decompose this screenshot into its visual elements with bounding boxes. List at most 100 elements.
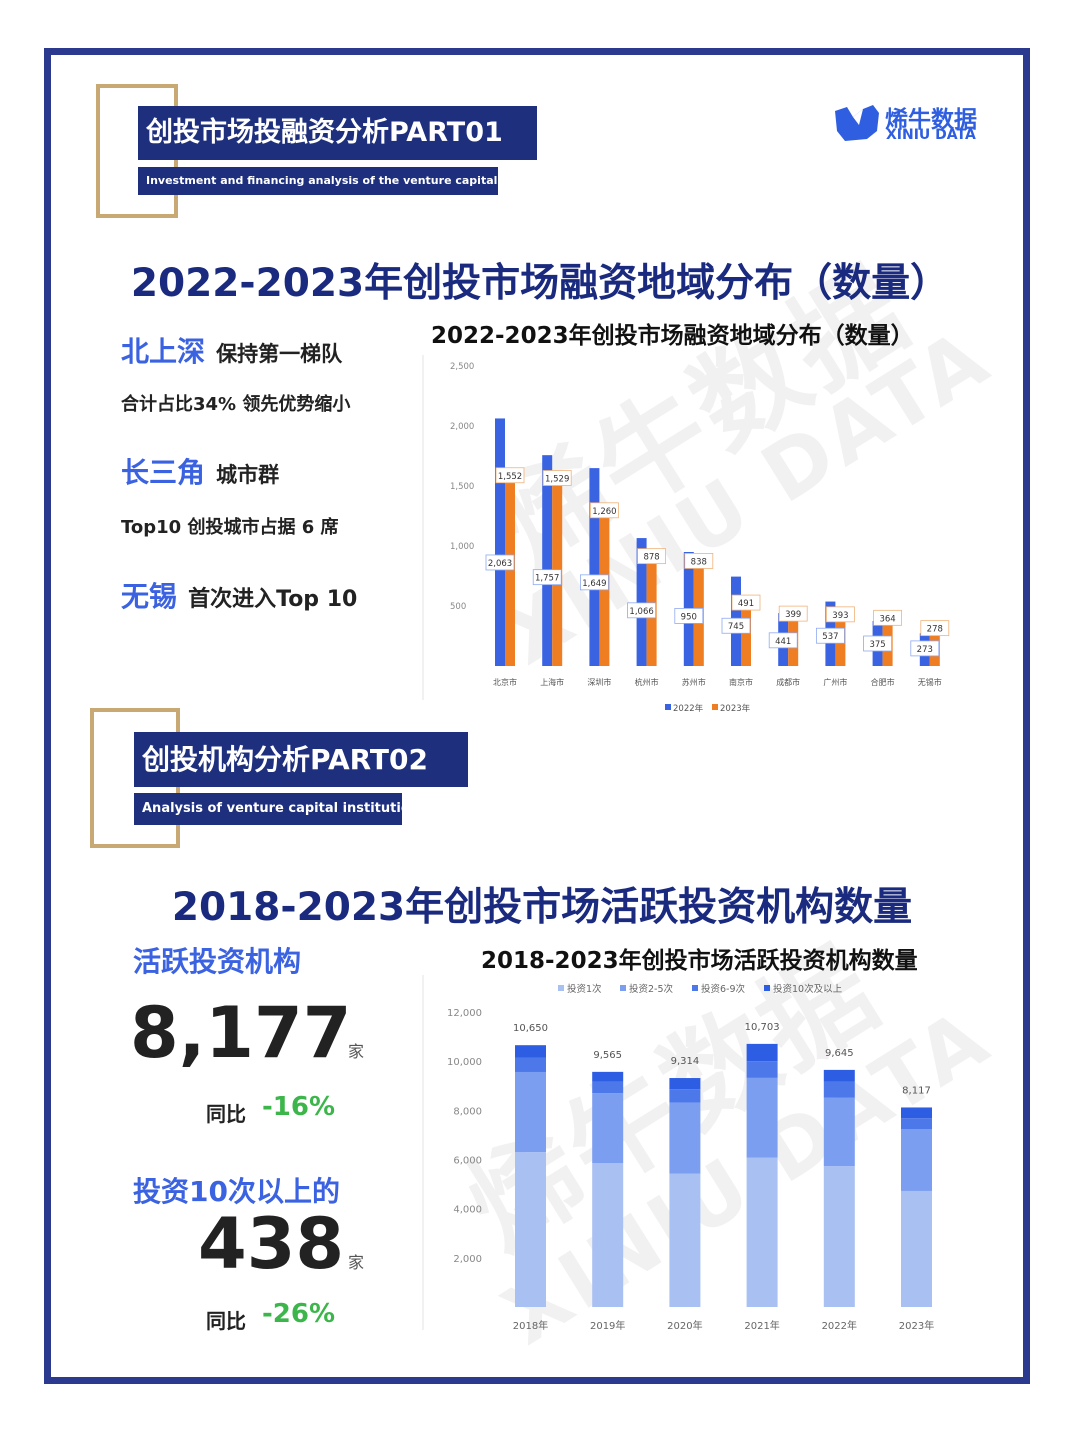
chart1-bar-2022 <box>542 455 553 666</box>
chart1-data-label-2023: 393 <box>832 611 848 621</box>
chart1-data-label-2022: 375 <box>869 640 885 650</box>
stat-active-value: 8,177 <box>130 992 352 1074</box>
chart1-data-label-2022: 1,066 <box>629 607 653 617</box>
chart1-category-label: 广州市 <box>823 677 847 687</box>
chart2-category-label: 2018年 <box>513 1319 548 1332</box>
chart2-bar-segment <box>669 1089 701 1103</box>
chart1-ytick-label: 1,000 <box>450 542 474 552</box>
chart2-bar-segment <box>515 1057 546 1072</box>
chart2-total-label: 8,117 <box>902 1085 931 1096</box>
chart2-ytick-label: 8,000 <box>453 1106 482 1117</box>
chart1-data-label-2023: 491 <box>738 599 754 609</box>
part1-section-title: 2022-2023年创投市场融资地域分布（数量） <box>130 261 950 306</box>
chart2-legend-swatch <box>764 985 770 991</box>
chart1-data-label-2023: 1,260 <box>592 507 616 517</box>
chart1-legend-swatch-2022 <box>665 704 671 710</box>
part2-subtitle: Analysis of venture capital institutions <box>134 793 402 825</box>
chart2-bar-segment <box>592 1093 624 1164</box>
chart2-bar-segment <box>746 1043 778 1062</box>
chart2-bar-segment <box>746 1061 778 1078</box>
chart2-legend-label: 投资2-5次 <box>629 983 674 995</box>
chart2-ytick-label: 4,000 <box>453 1205 482 1216</box>
chart1-label-box-2022 <box>815 627 845 644</box>
chart1-data-label-2022: 1,757 <box>535 574 559 584</box>
highlight-1: 北上深 保持第一梯队 <box>121 330 342 370</box>
chart1-ytick-label: 500 <box>450 602 466 612</box>
chart2-total-label: 9,565 <box>593 1050 622 1061</box>
chart1-label-box-2023 <box>825 606 855 623</box>
chart2-total-label: 9,645 <box>825 1048 854 1059</box>
chart1-data-label-2022: 2,063 <box>488 559 512 569</box>
stat-10plus-unit: 家 <box>348 1253 365 1272</box>
chart1-label-box-2022 <box>485 554 515 571</box>
chart1-bar-2023 <box>599 514 610 666</box>
stat-active-unit: 家 <box>348 1042 365 1061</box>
highlight-3-text: 城市群 <box>216 463 280 487</box>
chart1-label-box-2022 <box>579 574 609 591</box>
chart2-bar-segment <box>669 1102 701 1174</box>
stat-active-yoy: -16% <box>262 1092 336 1122</box>
stat-10plus-yoy: -26% <box>262 1299 336 1329</box>
chart2-legend-swatch <box>692 985 698 991</box>
highlight-3: 长三角 城市群 <box>121 451 279 491</box>
chart1-label-box-2022 <box>627 602 657 619</box>
part2-title: 创投机构分析PART02 <box>134 732 468 787</box>
chart1-label-box-2023 <box>731 594 761 611</box>
chart2-total-label: 10,703 <box>745 1022 780 1033</box>
chart1-data-label-2023: 278 <box>927 625 943 635</box>
chart2-bar-segment <box>823 1097 855 1167</box>
part2-section-title: 2018-2023年创投市场活跃投资机构数量 <box>171 885 913 930</box>
highlight-4-text: Top10 创投城市占据 6 席 <box>121 517 339 538</box>
chart1-label-box-2023 <box>778 605 808 622</box>
chart1-bar-2022 <box>589 468 600 666</box>
chart1-svg: 2,500 2,000 1,500 1,000 500 2,063 1,552 北京市 1,75… <box>422 355 950 714</box>
chart2-bar-segment <box>746 1077 778 1158</box>
chart2-bar-segment <box>901 1129 932 1191</box>
chart1-label-box-2022 <box>674 607 704 624</box>
chart2-legend-swatch <box>558 985 564 991</box>
chart1-legend-2023: 2023年 <box>720 703 751 714</box>
chart2-legend-swatch <box>620 985 626 991</box>
chart2-bar-segment <box>669 1173 701 1307</box>
chart2-total-label: 10,650 <box>513 1023 548 1034</box>
chart1-title: 2022-2023年创投市场融资地域分布（数量） <box>431 323 914 349</box>
chart1-category-label: 合肥市 <box>871 677 895 687</box>
chart2-bar-segment <box>515 1071 546 1153</box>
chart1-bar-2022 <box>636 538 647 666</box>
chart1-ytick-label: 1,500 <box>450 482 474 492</box>
chart1-label-box-2022 <box>863 635 893 652</box>
chart1-legend-2022: 2022年 <box>673 703 704 714</box>
chart2-bar-segment <box>823 1081 855 1098</box>
chart1-data-label-2023: 364 <box>879 614 895 624</box>
chart1-label-box-2022 <box>910 640 940 657</box>
chart1-legend-swatch-2023 <box>712 704 718 710</box>
chart2-legend-label: 投资1次 <box>567 983 602 995</box>
chart1-category-label: 无锡市 <box>918 677 942 687</box>
chart1-label-box-2022 <box>721 617 751 634</box>
chart2-legend-label: 投资10次及以上 <box>773 983 843 995</box>
chart2-ytick-label: 6,000 <box>453 1156 482 1167</box>
chart2-bar-segment <box>592 1081 624 1094</box>
chart2-bar-segment <box>746 1157 778 1307</box>
part1-subtitle: Investment and financing analysis of the… <box>138 167 498 195</box>
stat-10plus-label: 投资10次以上的 <box>133 1175 340 1208</box>
highlight-1-text: 保持第一梯队 <box>216 342 343 366</box>
chart1-data-label-2022: 1,649 <box>582 579 606 589</box>
chart1-data-label-2023: 1,552 <box>498 472 522 482</box>
chart1-category-label: 北京市 <box>493 677 517 687</box>
chart2-category-label: 2021年 <box>744 1319 779 1332</box>
chart1-label-box-2022 <box>532 569 562 586</box>
chart1-label-box-2023 <box>589 502 619 519</box>
brand-name-cn: 烯牛数据 <box>885 107 977 133</box>
chart2-ytick-label: 10,000 <box>447 1057 482 1068</box>
chart1-category-label: 成都市 <box>776 677 800 687</box>
chart2-bar-segment <box>592 1163 624 1307</box>
chart2-bar-segment <box>669 1078 701 1090</box>
chart1-category-label: 上海市 <box>540 677 564 687</box>
chart1-data-label-2023: 1,529 <box>545 475 569 485</box>
stat-active-yoy-label: 同比 <box>206 1102 246 1126</box>
chart1-label-box-2023 <box>542 470 572 486</box>
chart2-bar-segment <box>901 1190 932 1307</box>
chart2-bar-segment <box>515 1152 546 1307</box>
chart1-data-label-2023: 399 <box>785 610 801 620</box>
